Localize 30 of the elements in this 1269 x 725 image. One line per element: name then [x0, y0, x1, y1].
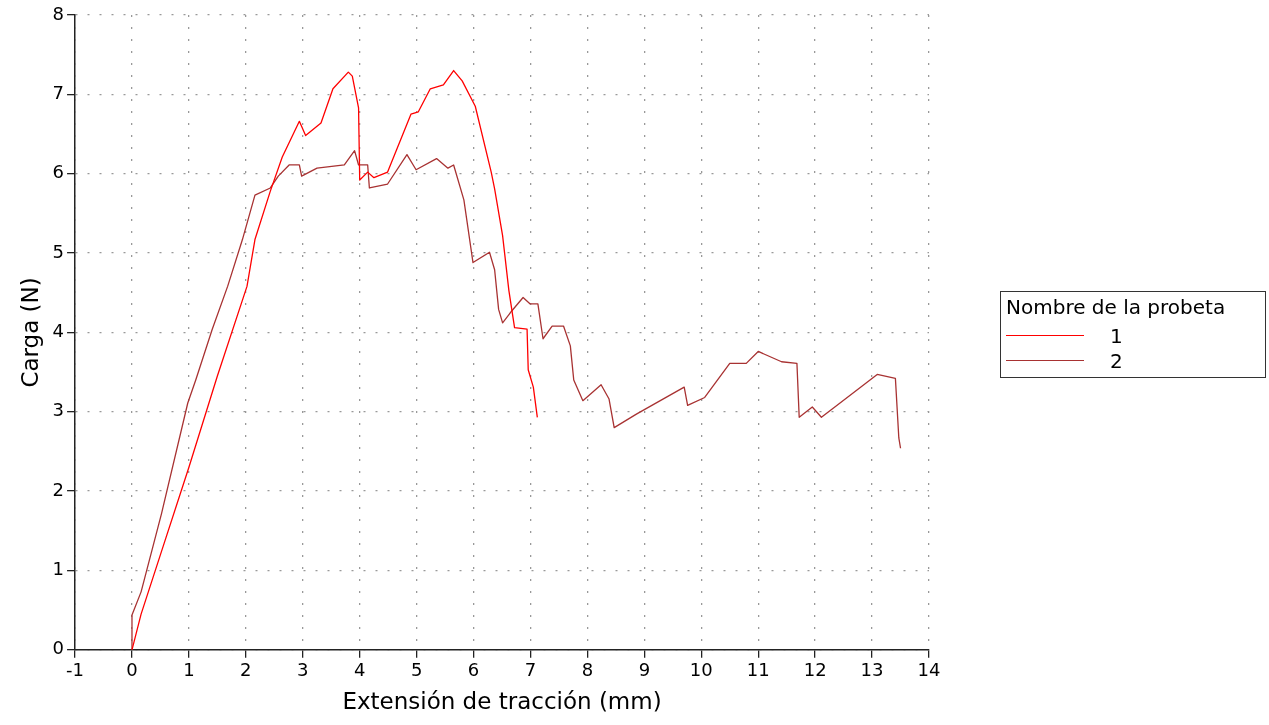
x-tick-label: 8	[581, 659, 594, 681]
x-tick-label: 10	[689, 659, 713, 681]
x-tick-label: 9	[638, 659, 651, 681]
y-tick-label: 3	[52, 399, 65, 421]
y-tick-label: 6	[52, 161, 65, 183]
x-tick-label: 5	[410, 659, 423, 681]
x-tick-label: 2	[240, 659, 252, 681]
x-tick-label: 12	[803, 659, 827, 681]
legend-label: 2	[1110, 348, 1123, 373]
y-tick-label: 1	[52, 558, 65, 580]
y-tick-label: 7	[52, 82, 65, 104]
x-tick-label: 14	[917, 659, 941, 681]
x-tick-label: 7	[524, 659, 537, 681]
y-tick-label: 8	[52, 2, 65, 24]
x-tick-label: 13	[860, 659, 884, 681]
x-tick-label: 3	[297, 659, 309, 681]
y-tick-label: 4	[52, 320, 65, 342]
y-tick-label: 5	[52, 240, 65, 262]
legend-title: Nombre de la probeta	[1006, 295, 1227, 319]
x-tick-label: 1	[183, 659, 195, 681]
x-tick-label: 4	[353, 659, 366, 681]
x-tick-label: -1	[66, 659, 85, 681]
x-tick-label: 11	[746, 659, 770, 681]
x-tick-label: 6	[467, 659, 480, 681]
x-axis-title: Extensión de tracción (mm)	[342, 688, 662, 715]
x-tick-label: 0	[126, 659, 138, 681]
y-axis-title: Carga (N)	[16, 277, 43, 388]
legend-label: 1	[1110, 323, 1123, 348]
y-tick-label: 2	[52, 478, 65, 500]
y-tick-label: 0	[52, 637, 65, 659]
